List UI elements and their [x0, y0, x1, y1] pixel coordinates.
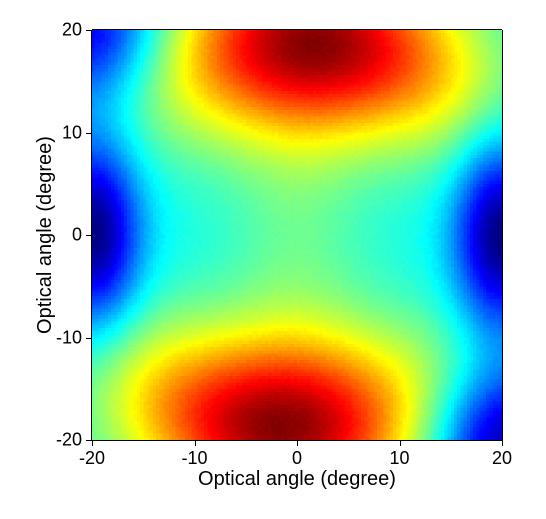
heatmap-canvas	[92, 30, 502, 440]
y-tick	[86, 133, 92, 134]
y-tick	[86, 338, 92, 339]
y-tick-label: 20	[48, 20, 82, 41]
x-tick-label: 10	[389, 448, 409, 469]
x-tick	[297, 440, 298, 446]
right-border-line	[502, 30, 503, 440]
x-tick	[400, 440, 401, 446]
x-tick-label: -20	[79, 448, 105, 469]
x-tick-label: -10	[181, 448, 207, 469]
x-tick	[502, 440, 503, 446]
x-tick	[92, 440, 93, 446]
x-tick-label: 0	[292, 448, 302, 469]
top-border-line	[92, 29, 502, 30]
y-tick	[86, 440, 92, 441]
y-tick-label: -20	[48, 430, 82, 451]
figure: -20-1001020 -20-1001020 Optical angle (d…	[0, 0, 546, 519]
plot-area	[92, 30, 502, 440]
y-axis-label: Optical angle (degree)	[34, 125, 57, 345]
x-tick-label: 20	[492, 448, 512, 469]
y-tick	[86, 30, 92, 31]
x-axis-label: Optical angle (degree)	[187, 468, 407, 491]
x-tick	[195, 440, 196, 446]
y-tick	[86, 235, 92, 236]
